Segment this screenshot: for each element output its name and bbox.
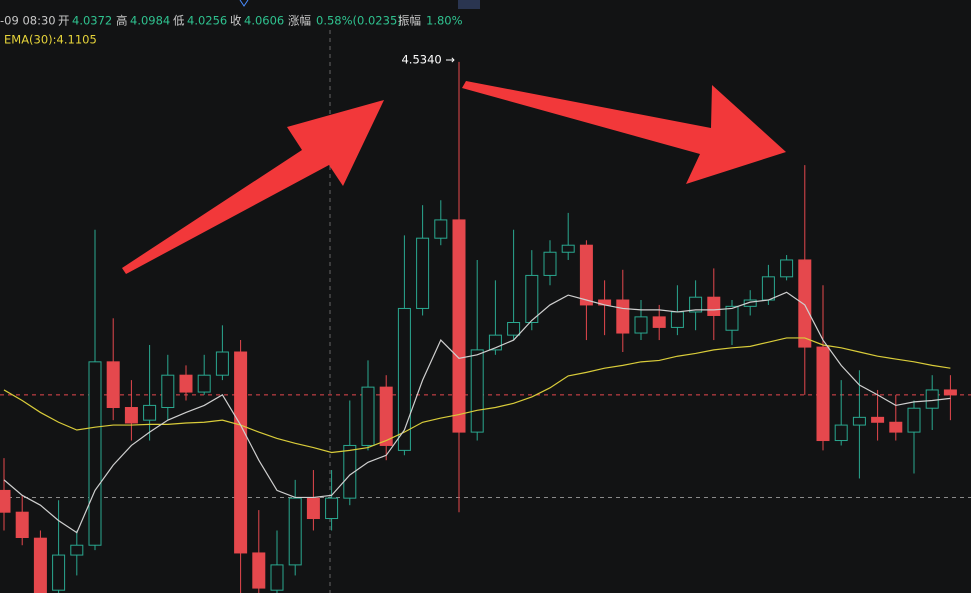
- candle-body: [616, 299, 630, 334]
- candle-body: [579, 244, 593, 306]
- value: 4.0606: [244, 14, 284, 28]
- toolbar: [239, 0, 480, 9]
- candle-body: [124, 407, 138, 424]
- value: 1.80%: [426, 14, 463, 28]
- candle-body: [197, 374, 211, 393]
- candle-body: [15, 511, 29, 538]
- candle-body: [288, 497, 302, 566]
- candle-body: [434, 219, 448, 239]
- value: 4.0984: [130, 14, 170, 28]
- candle-body: [780, 259, 794, 278]
- candle-body: [397, 307, 411, 451]
- candle-body: [652, 316, 666, 328]
- label: 收: [230, 14, 242, 28]
- candle-body: [907, 407, 921, 433]
- candle-body: [889, 421, 903, 433]
- candle-body: [234, 351, 248, 554]
- candle-body: [707, 296, 721, 316]
- candle-body: [452, 219, 466, 433]
- label: 振幅: [398, 14, 421, 28]
- candle-body: [798, 259, 812, 348]
- candle-body: [525, 274, 539, 323]
- candle-body: [725, 305, 739, 331]
- arrows: [122, 81, 786, 274]
- red-arrow: [122, 100, 384, 274]
- candle-body: [179, 374, 193, 393]
- candle-body: [507, 321, 521, 336]
- candle-body: [379, 386, 393, 446]
- label: 低: [173, 14, 185, 28]
- ema-legend: EMA(30):4.1105: [4, 33, 97, 47]
- candle-body: [634, 316, 648, 334]
- value: 0.58%(0.0235): [316, 14, 402, 28]
- time: -09 08:30: [0, 14, 56, 28]
- candle-body: [871, 416, 885, 423]
- candle-body: [106, 361, 120, 409]
- candle-body: [416, 237, 430, 309]
- candle-body: [270, 564, 284, 591]
- candle-body: [943, 389, 957, 396]
- candle-body: [143, 404, 157, 421]
- tool-active: [458, 0, 480, 9]
- candle-body: [33, 537, 47, 593]
- value: 4.0256: [187, 14, 227, 28]
- candle-body: [670, 311, 684, 328]
- candle-body: [834, 424, 848, 442]
- candle-body: [70, 544, 84, 556]
- candle-body: [543, 251, 557, 276]
- candle-body: [852, 416, 866, 426]
- label: 高: [116, 14, 128, 28]
- candle-body: [52, 554, 66, 591]
- candle-body: [325, 497, 339, 520]
- candle-body: [689, 296, 703, 313]
- candle-body: [343, 444, 357, 499]
- candle-body: [0, 489, 11, 513]
- candle-body: [470, 349, 484, 433]
- candle-body: [361, 386, 375, 446]
- value: 4.0372: [72, 14, 112, 28]
- candle-body: [561, 244, 575, 253]
- line-series: [3, 291, 951, 534]
- header: -09 08:30 开 4.0372 高 4.0984 低 4.0256 收 4…: [0, 14, 463, 47]
- candle-body: [761, 276, 775, 301]
- red-arrow: [462, 81, 786, 184]
- high-annotation: 4.5340 →: [401, 52, 455, 66]
- candle-body: [215, 351, 229, 376]
- plot: 4.5340 →: [0, 52, 971, 593]
- candle-body: [743, 299, 757, 307]
- candle-body: [161, 374, 175, 409]
- tool-icon: [239, 0, 249, 7]
- candle-body: [252, 552, 266, 589]
- candle-body: [88, 361, 102, 546]
- label: 涨幅: [288, 14, 311, 28]
- candle-body: [816, 346, 830, 442]
- label: 开: [58, 14, 70, 28]
- candle-body: [925, 389, 939, 409]
- candle-body: [306, 497, 320, 520]
